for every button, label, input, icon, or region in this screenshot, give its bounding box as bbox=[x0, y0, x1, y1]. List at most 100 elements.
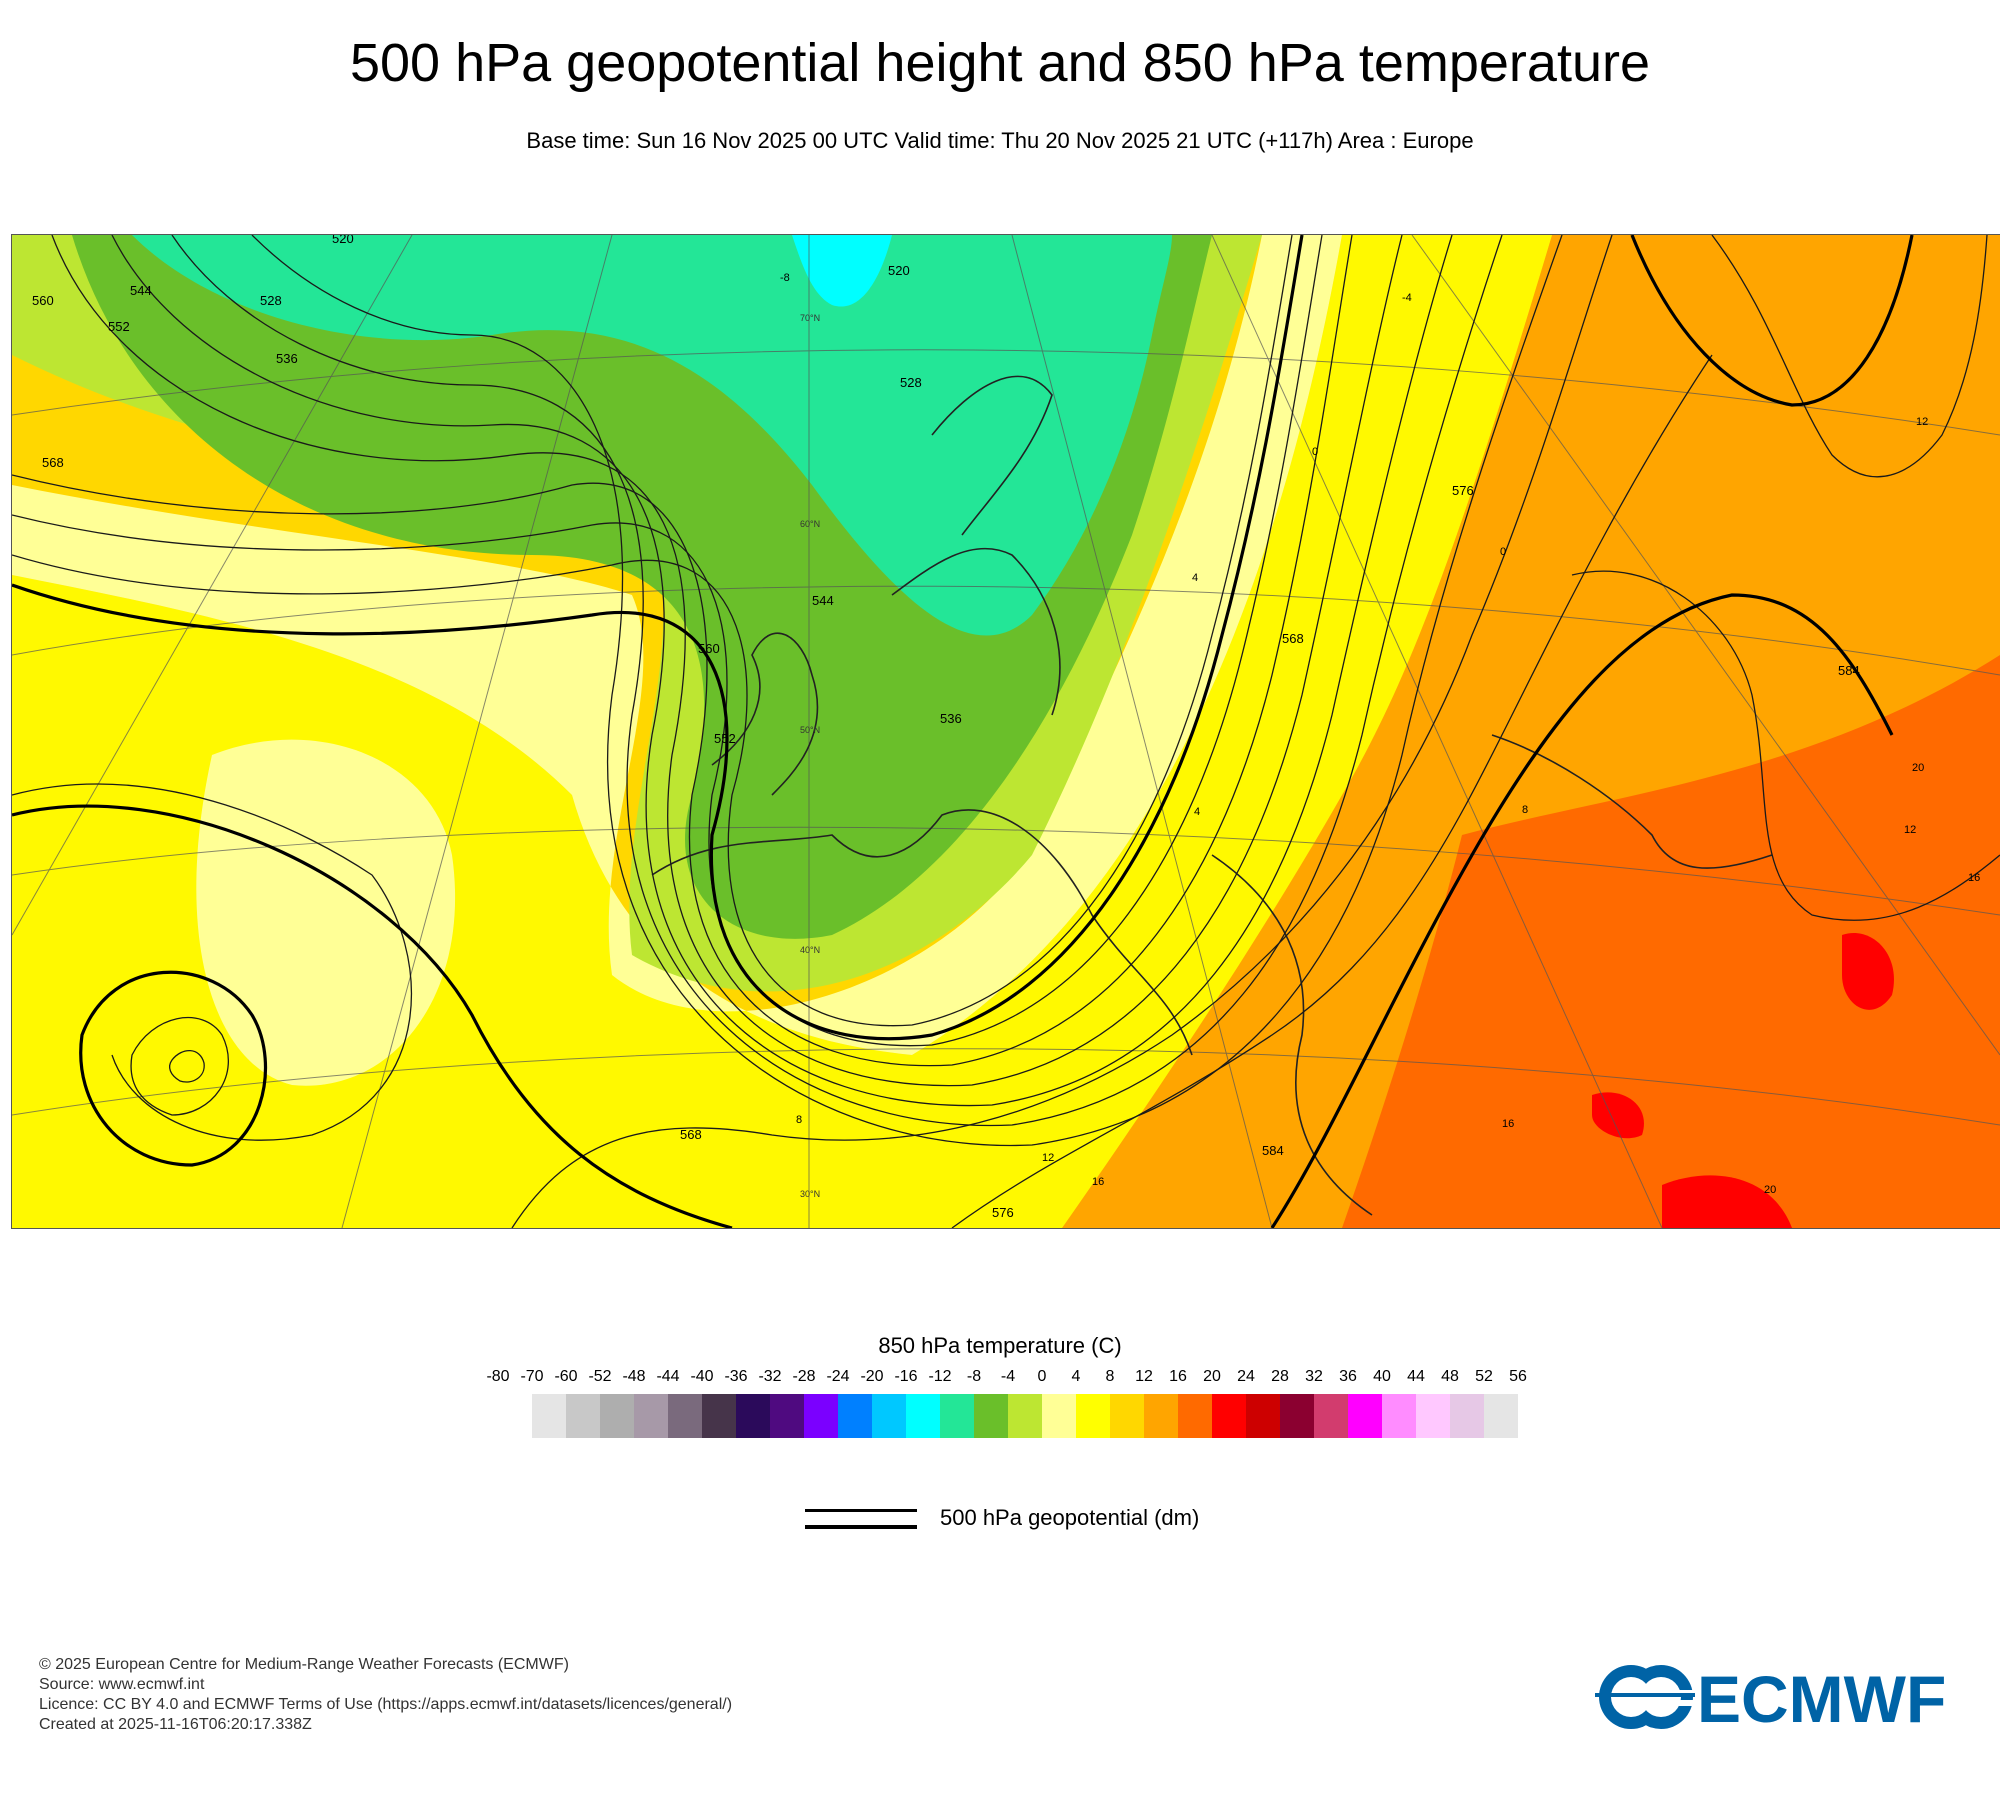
colorbar-swatch bbox=[1178, 1394, 1212, 1438]
colorbar-swatch bbox=[532, 1394, 566, 1438]
ecmwf-logo-icon: ECMWF bbox=[1595, 1662, 1946, 1736]
geopotential-bold-contours bbox=[12, 235, 1914, 1228]
colorbar bbox=[532, 1394, 1518, 1438]
isotherm-label: 12 bbox=[1904, 824, 1916, 836]
latitude-label: 30°N bbox=[800, 1189, 820, 1199]
contour-label: 528 bbox=[260, 293, 282, 308]
colorbar-swatch bbox=[1314, 1394, 1348, 1438]
isotherm-label: 20 bbox=[1764, 1184, 1776, 1196]
isotherm-label: 12 bbox=[1042, 1152, 1054, 1164]
contour-label: 584 bbox=[1838, 663, 1860, 678]
colorbar-swatch bbox=[1484, 1394, 1518, 1438]
temp-band-minus12 bbox=[792, 235, 892, 307]
colorbar-tick-label: 8 bbox=[1105, 1368, 1115, 1385]
colorbar-tick-label: -70 bbox=[520, 1368, 544, 1385]
colorbar-swatch bbox=[668, 1394, 702, 1438]
temp-band-16 bbox=[1342, 655, 2000, 1228]
footer-created: Created at 2025-11-16T06:20:17.338Z bbox=[39, 1716, 312, 1733]
footer-credits: © 2025 European Centre for Medium-Range … bbox=[39, 1655, 732, 1735]
isotherm-label: 16 bbox=[1502, 1118, 1514, 1130]
isotherm-label: 8 bbox=[796, 1114, 802, 1126]
contour-label: 520 bbox=[332, 235, 354, 246]
isotherm-label: 4 bbox=[1194, 806, 1200, 818]
colorbar-tick-label: -52 bbox=[588, 1368, 612, 1385]
latitude-label: 40°N bbox=[800, 945, 820, 955]
colorbar-tick-label: -48 bbox=[622, 1368, 646, 1385]
footer-source: Source: www.ecmwf.int bbox=[39, 1676, 205, 1693]
colorbar-swatch bbox=[1110, 1394, 1144, 1438]
latitude-label: 70°N bbox=[800, 313, 820, 323]
colorbar-tick-label: 24 bbox=[1237, 1368, 1255, 1385]
colorbar-tick-label: -36 bbox=[724, 1368, 748, 1385]
colorbar-tick-label: 40 bbox=[1373, 1368, 1391, 1385]
colorbar-title: 850 hPa temperature (C) bbox=[878, 1333, 1122, 1358]
latitude-label: 50°N bbox=[800, 725, 820, 735]
colorbar-swatch bbox=[1008, 1394, 1042, 1438]
colorbar-tick-label: 20 bbox=[1203, 1368, 1221, 1385]
colorbar-tick-label: -24 bbox=[826, 1368, 850, 1385]
contour-label-group: 520 528 536 544 552 560 568 576 584 568 … bbox=[32, 235, 1860, 1220]
colorbar-tick-label: 28 bbox=[1271, 1368, 1289, 1385]
graticule bbox=[12, 235, 2000, 1228]
colorbar-swatch bbox=[872, 1394, 906, 1438]
colorbar-swatch bbox=[974, 1394, 1008, 1438]
contour-label: 576 bbox=[1452, 483, 1474, 498]
ecmwf-logo[interactable]: ECMWF bbox=[1595, 1662, 1975, 1736]
colorbar-swatch bbox=[1382, 1394, 1416, 1438]
map-canvas: 520 528 536 544 552 560 568 576 584 568 … bbox=[12, 235, 2000, 1228]
footer-copyright: © 2025 European Centre for Medium-Range … bbox=[39, 1656, 569, 1673]
colorbar-tick-label: 36 bbox=[1339, 1368, 1357, 1385]
logo-wordmark: ECMWF bbox=[1697, 1662, 1946, 1732]
isotherm-label-group: -8 -4 0 4 8 12 16 20 12 16 0 4 8 12 16 2… bbox=[780, 272, 1980, 1196]
latitude-label-group: 70°N 60°N 50°N 40°N 30°N bbox=[800, 313, 820, 1199]
colorbar-tick-label: 32 bbox=[1305, 1368, 1323, 1385]
colorbar-swatch bbox=[1212, 1394, 1246, 1438]
isotherm-label: -4 bbox=[1402, 292, 1412, 304]
isotherm-label: 16 bbox=[1092, 1176, 1104, 1188]
colorbar-swatch bbox=[1348, 1394, 1382, 1438]
contour-label: 568 bbox=[42, 455, 64, 470]
colorbar-swatch bbox=[566, 1394, 600, 1438]
isotherm-label: 4 bbox=[1192, 572, 1198, 584]
geopotential-contours bbox=[12, 235, 2000, 1228]
colorbar-tick-label: -32 bbox=[758, 1368, 782, 1385]
colorbar-tick-labels: -80 -70 -60 -52 -48 -44 -40 -36 -32 -28 -24 -20 -16-… bbox=[470, 1368, 1550, 1388]
colorbar-tick-label: -44 bbox=[656, 1368, 680, 1385]
contour-label: 552 bbox=[714, 731, 736, 746]
colorbar-tick-label: 12 bbox=[1135, 1368, 1153, 1385]
isotherm-label: 16 bbox=[1968, 872, 1980, 884]
contour-label: 568 bbox=[1282, 631, 1304, 646]
colorbar-swatch bbox=[940, 1394, 974, 1438]
legend-line-thin bbox=[805, 1509, 917, 1512]
colorbar-tick-label: -40 bbox=[690, 1368, 714, 1385]
colorbar-tick-label: 0 bbox=[1037, 1368, 1047, 1385]
weather-map[interactable]: 520 528 536 544 552 560 568 576 584 568 … bbox=[11, 234, 2000, 1229]
colorbar-tick-label: 16 bbox=[1169, 1368, 1187, 1385]
contour-label: 536 bbox=[276, 351, 298, 366]
isotherm-label: 12 bbox=[1916, 416, 1928, 428]
contour-label: 560 bbox=[698, 641, 720, 656]
colorbar-tick-label: -16 bbox=[894, 1368, 918, 1385]
colorbar-tick-label: -60 bbox=[554, 1368, 578, 1385]
colorbar-tick-label: 4 bbox=[1071, 1368, 1081, 1385]
colorbar-tick-label: -28 bbox=[792, 1368, 816, 1385]
legend-label: 500 hPa geopotential (dm) bbox=[940, 1505, 1200, 1530]
isotherm-label: 0 bbox=[1500, 546, 1506, 558]
contour-label: 520 bbox=[888, 263, 910, 278]
temp-band-20-a bbox=[1842, 933, 1894, 1010]
colorbar-tick-label: -20 bbox=[860, 1368, 884, 1385]
colorbar-swatch bbox=[838, 1394, 872, 1438]
isotherm-label: -8 bbox=[780, 272, 790, 284]
contour-label: 552 bbox=[108, 319, 130, 334]
colorbar-tick-label: 48 bbox=[1441, 1368, 1459, 1385]
contour-label: 544 bbox=[130, 283, 152, 298]
colorbar-tick-label: 52 bbox=[1475, 1368, 1493, 1385]
colorbar-swatch bbox=[1076, 1394, 1110, 1438]
coastlines bbox=[651, 375, 1773, 1216]
colorbar-swatch bbox=[906, 1394, 940, 1438]
contour-label: 536 bbox=[940, 711, 962, 726]
contour-label: 576 bbox=[992, 1205, 1014, 1220]
chart-title: 500 hPa geopotential height and 850 hPa … bbox=[349, 33, 1650, 93]
colorbar-swatch bbox=[1144, 1394, 1178, 1438]
colorbar-swatch bbox=[804, 1394, 838, 1438]
